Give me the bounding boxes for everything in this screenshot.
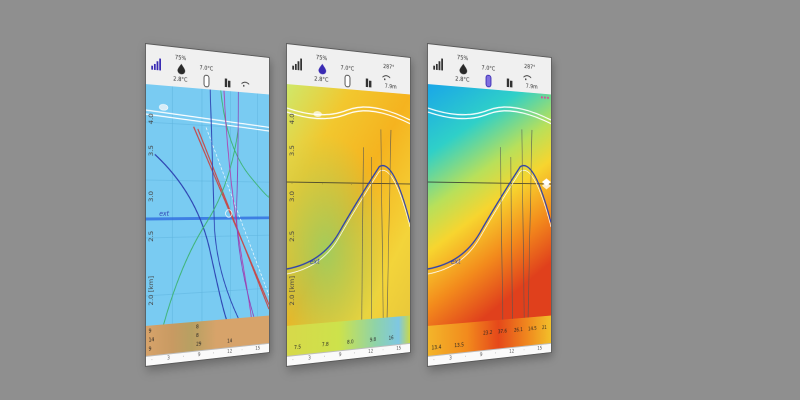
sounding-plot[interactable]	[145, 84, 269, 326]
footer-value: 23.2	[483, 330, 493, 337]
temperature-value: 7.0°C	[340, 64, 355, 73]
y-tick-4-0: 4.0	[147, 113, 155, 125]
scale-tick: ·	[323, 353, 325, 360]
wind-speed-value: 7.9m	[525, 83, 538, 91]
forecast-panel-1[interactable]: 75% 2.8°C 7.0°C	[145, 43, 270, 367]
footer-value: 26.1	[513, 327, 523, 334]
y-tick-2-5: 2.5	[147, 230, 155, 242]
svg-text:·: ·	[291, 181, 292, 186]
scale-tick: 15	[396, 345, 402, 352]
humidity-value: 75%	[174, 54, 187, 63]
temperature-heatmap-plot[interactable]: · · ·	[286, 84, 410, 326]
thermometer-icon	[224, 78, 231, 88]
ext-label: ext	[159, 209, 170, 218]
thermometer-icon	[506, 78, 513, 88]
y-tick-2-0: 2.0 [km]	[288, 275, 296, 306]
y-tick-3-5: 3.5	[147, 144, 155, 157]
scale-tick: 9	[338, 352, 342, 359]
scale-tick: 3	[167, 355, 170, 362]
footer-value: 9.8	[369, 337, 377, 344]
temperature-value: 7.0°C	[199, 64, 214, 73]
scale-tick: 9	[479, 352, 483, 359]
probe-icon	[344, 74, 351, 88]
scale-tick: 12	[368, 348, 374, 355]
scale-tick: ·	[292, 357, 294, 364]
dewpoint-value: 2.8°C	[173, 75, 188, 84]
footer-value: 14	[148, 337, 155, 344]
scale-tick: ·	[494, 350, 496, 357]
footer-value: 8	[196, 324, 199, 331]
scale-tick: ·	[523, 347, 525, 354]
y-tick-2-0: 2.0 [km]	[147, 275, 155, 306]
scale-tick: 12	[509, 348, 515, 355]
wind-speed-value: 7.9m	[384, 83, 397, 91]
humidity-drop-icon	[318, 63, 327, 75]
ext-label: ext	[450, 257, 461, 266]
wind-gust-icon	[382, 72, 390, 81]
footer-value: 37.6	[497, 328, 507, 336]
footer-value: 8.0	[347, 339, 354, 346]
signal-bars-icon	[433, 58, 444, 71]
footer-value: 7.8	[321, 341, 329, 349]
y-tick-3-0: 3.0	[147, 190, 155, 203]
footer-value: 7.5	[294, 344, 302, 352]
signal-bars-icon	[151, 58, 162, 71]
footer-value: 14	[227, 338, 233, 345]
scale-tick: 9	[197, 352, 201, 359]
svg-text:·: ·	[322, 181, 323, 186]
y-tick-2-5: 2.5	[288, 230, 296, 242]
footer-value: 14.5	[528, 325, 537, 333]
scale-tick: ·	[382, 347, 384, 354]
scale-tick: ·	[182, 353, 184, 360]
scale-tick: 12	[227, 348, 233, 355]
y-tick-3-0: 3.0	[288, 190, 296, 203]
wind-direction-value: 287°	[524, 63, 536, 71]
footer-value: 29	[196, 341, 202, 348]
footer-value: 9	[148, 346, 152, 353]
humidity-drop-icon	[459, 63, 468, 75]
scale-tick: ·	[151, 357, 153, 364]
footer-value: 8	[196, 333, 199, 340]
scale-tick: ·	[353, 350, 355, 357]
y-tick-4-0: 4.0	[288, 113, 296, 125]
scale-tick: ·	[212, 350, 214, 357]
scale-tick: ·	[433, 357, 435, 364]
wind-direction-value: 287°	[383, 63, 395, 71]
scale-tick: 15	[537, 345, 543, 352]
signal-bars-icon	[292, 58, 303, 71]
footer-value: 21	[541, 325, 547, 332]
scale-tick: ·	[241, 347, 243, 354]
y-tick-3-5: 3.5	[288, 144, 296, 157]
temperature-value: 7.0°C	[481, 64, 496, 73]
humidity-value: 75%	[456, 54, 469, 63]
humidity-value: 75%	[315, 54, 328, 63]
dewpoint-value: 2.8°C	[314, 75, 329, 84]
scale-tick: ·	[464, 353, 466, 360]
footer-value: 9	[148, 328, 152, 335]
forecast-panel-3[interactable]: 75% 2.8°C 7.0°C 287° 7.9m	[427, 43, 552, 367]
footer-value: 13.5	[454, 342, 464, 350]
humidity-drop-icon	[177, 63, 186, 75]
scale-tick: 15	[255, 345, 261, 352]
wind-heatmap-plot[interactable]	[427, 84, 551, 326]
wind-gust-icon	[523, 72, 531, 81]
svg-text:·: ·	[351, 182, 352, 187]
wind-gust-icon	[241, 78, 249, 87]
footer-value: 16	[388, 335, 394, 342]
forecast-panel-2[interactable]: 75% 2.8°C 7.0°C 287° 7.9m	[286, 43, 411, 367]
dewpoint-value: 2.8°C	[455, 75, 470, 84]
probe-icon	[485, 74, 492, 88]
panel-header: 75% 2.8°C 7.0°C	[145, 44, 269, 96]
scale-tick: 3	[308, 355, 311, 362]
footer-value: 13.4	[431, 344, 442, 352]
probe-icon	[203, 74, 210, 88]
scale-tick: 3	[449, 355, 452, 362]
thermometer-icon	[365, 78, 372, 88]
ext-label: ext	[309, 257, 320, 266]
